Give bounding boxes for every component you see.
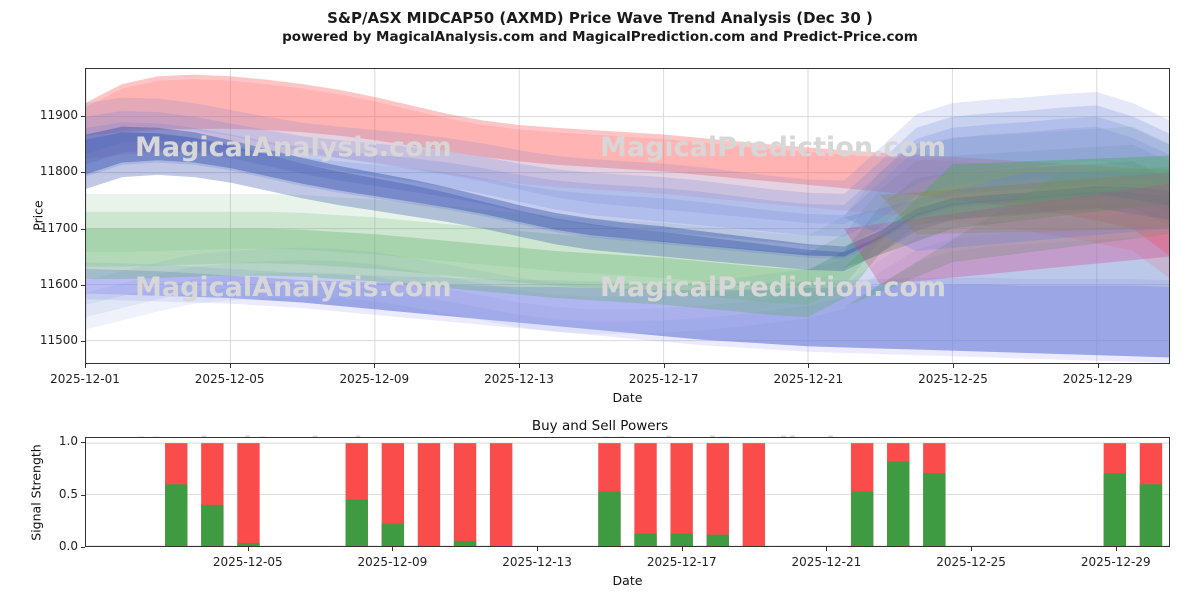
x-tick-label-bottom: 2025-12-29 [1080, 555, 1151, 569]
x-tick-label-top: 2025-12-13 [484, 372, 554, 386]
page-title: S&P/ASX MIDCAP50 (AXMD) Price Wave Trend… [327, 9, 873, 27]
y-tick-label-top: 11900 [39, 107, 78, 122]
y-axis-title-top: Price [30, 200, 46, 231]
x-tick-label-bottom: 2025-12-25 [936, 555, 1006, 569]
x-tick-mark-top [1097, 364, 1099, 368]
y-axis-title-bottom: Signal Strength [28, 444, 44, 541]
y-tick-label-top: 11500 [39, 333, 78, 348]
y-tick-mark-top [81, 285, 85, 287]
x-tick-label-bottom: 2025-12-05 [212, 555, 283, 569]
x-tick-mark-top [519, 364, 520, 368]
x-tick-label-top: 2025-12-09 [339, 372, 410, 386]
price-wave-bands [86, 69, 1169, 363]
y-tick-label-bottom: 0.0 [58, 539, 78, 553]
y-tick-label-top: 11800 [39, 164, 78, 179]
y-tick-label-top: 11700 [39, 220, 78, 235]
x-tick-mark-bottom [247, 547, 249, 551]
y-tick-label-top: 11600 [39, 277, 78, 292]
x-tick-mark-bottom [826, 547, 828, 551]
x-tick-mark-top [229, 364, 231, 368]
x-tick-label-top: 2025-12-01 [50, 372, 120, 386]
x-tick-mark-top [953, 364, 954, 368]
x-tick-label-bottom: 2025-12-17 [646, 555, 717, 569]
y-tick-mark-top [81, 341, 85, 343]
x-tick-mark-top [85, 364, 86, 368]
x-tick-mark-bottom [971, 547, 973, 551]
buy-sell-powers-plot [85, 437, 1170, 547]
x-tick-mark-bottom [392, 547, 394, 551]
x-tick-label-top: 2025-12-25 [918, 372, 988, 386]
y-tick-label-bottom: 0.5 [58, 486, 78, 501]
y-tick-mark-bottom [81, 547, 85, 548]
x-axis-title-top: Date [612, 390, 643, 405]
x-tick-mark-top [374, 364, 376, 368]
x-tick-mark-bottom [537, 547, 539, 551]
y-tick-mark-bottom [81, 442, 85, 444]
x-tick-label-bottom: 2025-12-13 [502, 555, 572, 569]
x-axis-title-bottom: Date [612, 573, 643, 588]
y-tick-mark-top [81, 115, 85, 117]
x-tick-label-top: 2025-12-05 [194, 372, 265, 386]
x-tick-mark-bottom [1115, 547, 1117, 551]
x-tick-label-top: 2025-12-17 [628, 372, 699, 386]
y-tick-mark-top [81, 172, 85, 174]
x-tick-label-bottom: 2025-12-21 [791, 555, 862, 569]
price-wave-plot [85, 68, 1170, 364]
buy-sell-powers-title: Buy and Sell Powers [531, 418, 669, 434]
x-tick-mark-bottom [681, 547, 683, 551]
x-tick-label-top: 2025-12-29 [1062, 372, 1133, 386]
x-tick-label-bottom: 2025-12-09 [357, 555, 428, 569]
x-tick-mark-top [663, 364, 665, 368]
y-tick-mark-bottom [81, 494, 85, 496]
y-tick-mark-top [81, 228, 85, 230]
buy-sell-bars [86, 442, 1169, 546]
x-tick-mark-top [808, 364, 810, 368]
title-block: S&P/ASX MIDCAP50 (AXMD) Price Wave Trend… [0, 8, 1200, 47]
x-tick-label-top: 2025-12-21 [773, 372, 844, 386]
page-subtitle: powered by MagicalAnalysis.com and Magic… [282, 29, 918, 45]
y-tick-label-bottom: 1.0 [58, 434, 78, 449]
